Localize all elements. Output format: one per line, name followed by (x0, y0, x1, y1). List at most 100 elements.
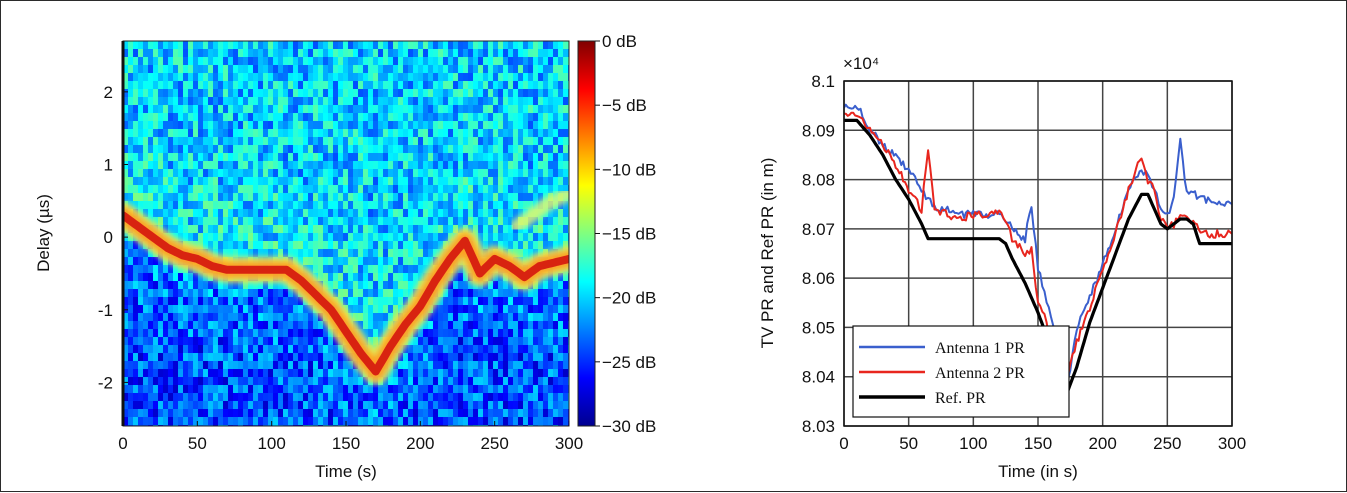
heatmap-cell (528, 73, 534, 82)
heatmap-cell (268, 65, 274, 74)
heatmap-cell (403, 273, 409, 282)
heatmap-cell (238, 57, 244, 66)
heatmap-cell (243, 97, 249, 106)
heatmap-cell (183, 353, 189, 362)
heatmap-cell (163, 329, 169, 338)
heatmap-cell (413, 129, 419, 138)
heatmap-cell (178, 297, 184, 306)
heatmap-cell (553, 313, 559, 322)
heatmap-cell (328, 193, 334, 202)
heatmap-cell (158, 313, 164, 322)
heatmap-cell (218, 49, 224, 58)
heatmap-cell (338, 369, 344, 378)
heatmap-cell (498, 73, 504, 82)
heatmap-cell (393, 209, 399, 218)
heatmap-cell (443, 329, 449, 338)
heatmap-cell (513, 345, 519, 354)
heatmap-cell (478, 169, 484, 178)
heatmap-cell (433, 113, 439, 122)
heatmap-cell (228, 281, 234, 290)
heatmap-cell (453, 321, 459, 330)
heatmap-cell (223, 321, 229, 330)
heatmap-cell (413, 185, 419, 194)
heatmap-cell (253, 225, 259, 234)
heatmap-cell (128, 305, 134, 314)
heatmap-cell (478, 217, 484, 226)
heatmap-cell (428, 209, 434, 218)
heatmap-cell (228, 377, 234, 386)
heatmap-cell (368, 193, 374, 202)
heatmap-cell (308, 337, 314, 346)
heatmap-cell (363, 81, 369, 90)
heatmap-cell (538, 185, 544, 194)
heatmap-cell (183, 73, 189, 82)
heatmap-cell (238, 161, 244, 170)
heatmap-cell (513, 49, 519, 58)
heatmap-cell (483, 305, 489, 314)
heatmap-cell (208, 313, 214, 322)
heatmap-cell (248, 169, 254, 178)
heatmap-cell (338, 185, 344, 194)
heatmap-cell (138, 57, 144, 66)
heatmap-cell (158, 361, 164, 370)
heatmap-cell (288, 201, 294, 210)
heatmap-cell (453, 305, 459, 314)
heatmap-cell (443, 305, 449, 314)
heatmap-cell (133, 305, 139, 314)
heatmap-cell (248, 105, 254, 114)
heatmap-cell (493, 129, 499, 138)
heatmap-cell (233, 129, 239, 138)
heatmap-cell (498, 417, 504, 426)
heatmap-cell (188, 201, 194, 210)
heatmap-cell (538, 105, 544, 114)
heatmap-cell (343, 265, 349, 274)
heatmap-cell (128, 369, 134, 378)
heatmap-cell (523, 241, 529, 250)
heatmap-cell (408, 129, 414, 138)
heatmap-cell (168, 113, 174, 122)
heatmap-cell (463, 417, 469, 426)
heatmap-cell (133, 241, 139, 250)
heatmap-cell (293, 361, 299, 370)
heatmap-cell (238, 177, 244, 186)
heatmap-cell (543, 113, 549, 122)
heatmap-cell (353, 49, 359, 58)
heatmap-cell (323, 121, 329, 130)
heatmap-cell (413, 249, 419, 258)
heatmap-cell (163, 209, 169, 218)
heatmap-cell (538, 89, 544, 98)
heatmap-cell (318, 217, 324, 226)
heatmap-cell (438, 409, 444, 418)
heatmap-cell (123, 169, 129, 178)
heatmap-cell (383, 393, 389, 402)
heatmap-cell (493, 161, 499, 170)
heatmap-cell (403, 385, 409, 394)
heatmap-cell (438, 137, 444, 146)
heatmap-cell (353, 161, 359, 170)
heatmap-cell (143, 345, 149, 354)
heatmap-cell (423, 105, 429, 114)
heatmap-cell (133, 265, 139, 274)
heatmap-cell (473, 329, 479, 338)
heatmap-cell (398, 57, 404, 66)
heatmap-cell (273, 409, 279, 418)
heatmap-cell (448, 217, 454, 226)
heatmap-cell (243, 361, 249, 370)
heatmap-cell (533, 353, 539, 362)
heatmap-cell (138, 265, 144, 274)
heatmap-cell (558, 121, 564, 130)
heatmap-cell (328, 97, 334, 106)
heatmap-cell (428, 369, 434, 378)
heatmap-cell (478, 345, 484, 354)
heatmap-cell (273, 241, 279, 250)
heatmap-cell (163, 377, 169, 386)
heatmap-cell (193, 73, 199, 82)
heatmap-cell (558, 113, 564, 122)
heatmap-cell (323, 241, 329, 250)
heatmap-cell (368, 137, 374, 146)
heatmap-cell (193, 97, 199, 106)
heatmap-cell (428, 129, 434, 138)
heatmap-cell (318, 177, 324, 186)
heatmap-cell (143, 41, 149, 50)
heatmap-cell (198, 417, 204, 426)
